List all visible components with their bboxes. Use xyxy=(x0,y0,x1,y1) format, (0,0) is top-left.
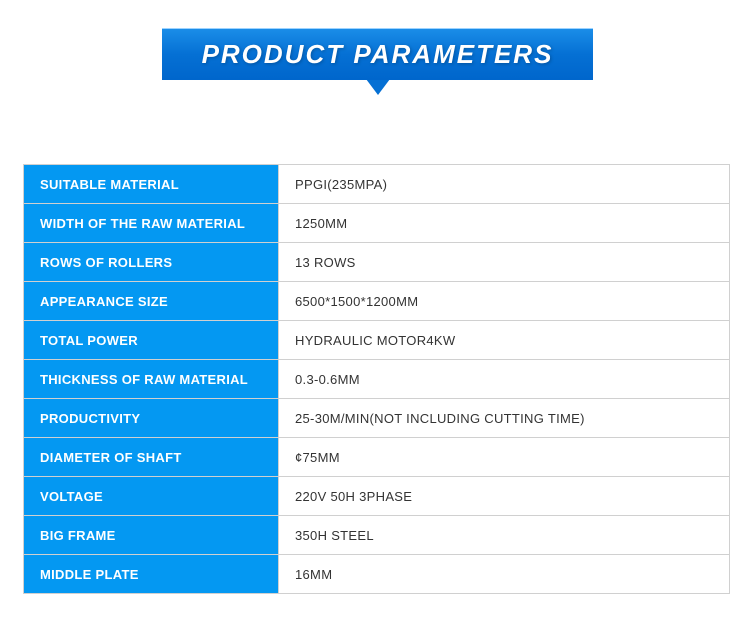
param-value: 16MM xyxy=(279,555,730,594)
param-value: 1250MM xyxy=(279,204,730,243)
param-value: HYDRAULIC MOTOR4KW xyxy=(279,321,730,360)
table-row: SUITABLE MATERIALPPGI(235MPA) xyxy=(24,165,730,204)
param-label: VOLTAGE xyxy=(24,477,279,516)
table-row: THICKNESS OF RAW MATERIAL0.3-0.6MM xyxy=(24,360,730,399)
param-label: APPEARANCE SIZE xyxy=(24,282,279,321)
table-row: VOLTAGE220V 50H 3PHASE xyxy=(24,477,730,516)
parameters-table: SUITABLE MATERIALPPGI(235MPA)WIDTH OF TH… xyxy=(23,164,730,594)
banner-arrow-icon xyxy=(366,79,390,95)
header-banner: PRODUCT PARAMETERS xyxy=(0,0,755,95)
table-row: WIDTH OF THE RAW MATERIAL1250MM xyxy=(24,204,730,243)
table-row: TOTAL POWERHYDRAULIC MOTOR4KW xyxy=(24,321,730,360)
param-label: SUITABLE MATERIAL xyxy=(24,165,279,204)
table-row: BIG FRAME350H STEEL xyxy=(24,516,730,555)
param-value: 220V 50H 3PHASE xyxy=(279,477,730,516)
param-value: PPGI(235MPA) xyxy=(279,165,730,204)
param-label: TOTAL POWER xyxy=(24,321,279,360)
table-row: MIDDLE PLATE16MM xyxy=(24,555,730,594)
table-row: APPEARANCE SIZE6500*1500*1200MM xyxy=(24,282,730,321)
param-label: PRODUCTIVITY xyxy=(24,399,279,438)
table-row: ROWS OF ROLLERS13 ROWS xyxy=(24,243,730,282)
param-label: DIAMETER OF SHAFT xyxy=(24,438,279,477)
param-label: BIG FRAME xyxy=(24,516,279,555)
parameters-table-container: SUITABLE MATERIALPPGI(235MPA)WIDTH OF TH… xyxy=(23,164,730,594)
param-value: 350H STEEL xyxy=(279,516,730,555)
table-row: PRODUCTIVITY25-30M/MIN(NOT INCLUDING CUT… xyxy=(24,399,730,438)
table-row: DIAMETER OF SHAFT¢75MM xyxy=(24,438,730,477)
page-title: PRODUCT PARAMETERS xyxy=(162,28,594,80)
param-value: 0.3-0.6MM xyxy=(279,360,730,399)
param-label: ROWS OF ROLLERS xyxy=(24,243,279,282)
param-label: WIDTH OF THE RAW MATERIAL xyxy=(24,204,279,243)
param-value: 13 ROWS xyxy=(279,243,730,282)
param-label: THICKNESS OF RAW MATERIAL xyxy=(24,360,279,399)
param-label: MIDDLE PLATE xyxy=(24,555,279,594)
param-value: 6500*1500*1200MM xyxy=(279,282,730,321)
param-value: 25-30M/MIN(NOT INCLUDING CUTTING TIME) xyxy=(279,399,730,438)
param-value: ¢75MM xyxy=(279,438,730,477)
